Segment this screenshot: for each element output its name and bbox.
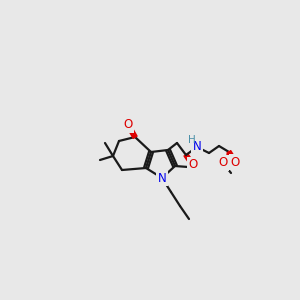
Text: O: O (218, 157, 228, 169)
Text: N: N (158, 172, 166, 184)
Text: O: O (188, 158, 198, 172)
Text: O: O (230, 155, 240, 169)
Text: H: H (188, 135, 196, 145)
Text: N: N (193, 140, 201, 154)
Text: O: O (123, 118, 133, 131)
